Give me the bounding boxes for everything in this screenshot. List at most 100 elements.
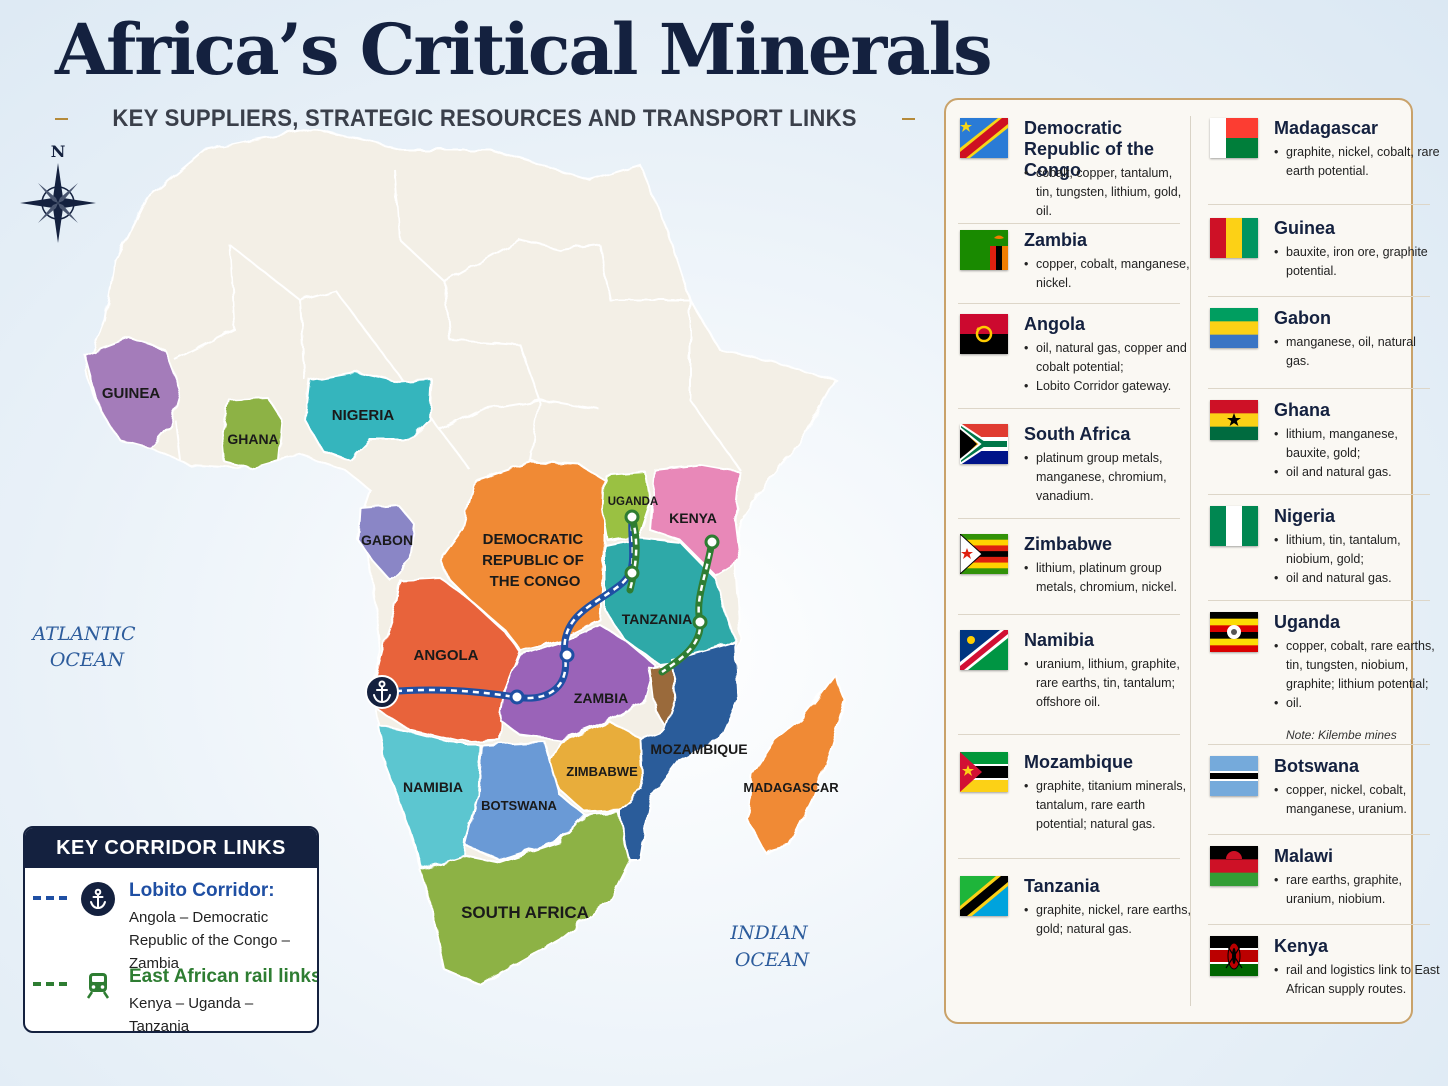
page-subtitle: KEY SUPPLIERS, STRATEGIC RESOURCES AND T… bbox=[112, 105, 858, 132]
label-angola: ANGOLA bbox=[414, 647, 479, 664]
label-drc: DEMOCRATIC REPUBLIC OF THE CONGO bbox=[482, 531, 588, 590]
flag-gabon-icon bbox=[1210, 308, 1258, 348]
legend-mineral-item: graphite, nickel, cobalt, rare earth pot… bbox=[1274, 143, 1442, 181]
anchor-icon bbox=[81, 882, 115, 916]
flag-madagascar-icon bbox=[1210, 118, 1258, 158]
flag-zambia-icon bbox=[960, 230, 1008, 270]
legend-mineral-list: rare earths, graphite, uranium, niobium. bbox=[1274, 871, 1442, 909]
africa-map: N ATLANTIC OCEAN INDIAN OCEAN GUINEA GHA… bbox=[20, 126, 847, 987]
node-zambia[interactable] bbox=[559, 647, 575, 663]
label-south-africa: SOUTH AFRICA bbox=[461, 903, 589, 922]
train-icon bbox=[81, 968, 115, 1002]
flag-namibia-icon bbox=[960, 630, 1008, 670]
legend-mineral-item: lithium, tin, tantalum, niobium, gold; bbox=[1274, 531, 1442, 569]
country-guinea[interactable] bbox=[83, 336, 182, 450]
legend-mineral-item: oil and natural gas. bbox=[1274, 569, 1442, 588]
flag-botswana-icon bbox=[1210, 756, 1258, 796]
node-kenya[interactable] bbox=[704, 534, 720, 550]
key-item-lobito[interactable]: Lobito Corridor: Angola – Democratic Rep… bbox=[25, 880, 317, 972]
legend-mineral-item: rare earths, graphite, uranium, niobium. bbox=[1274, 871, 1442, 909]
country-zambia[interactable] bbox=[498, 623, 657, 742]
legend-separator bbox=[1208, 388, 1430, 389]
legend-mineral-item: graphite, nickel, rare earths, gold; nat… bbox=[1024, 901, 1192, 939]
legend-separator bbox=[958, 858, 1180, 859]
legend-separator bbox=[1208, 744, 1430, 745]
node-angola[interactable] bbox=[509, 689, 525, 705]
legend-country-name: Zambia bbox=[1024, 230, 1088, 250]
country-drc[interactable] bbox=[438, 460, 606, 652]
label-nigeria: NIGERIA bbox=[332, 407, 395, 424]
legend-country-name: Ghana bbox=[1274, 400, 1331, 420]
legend-country-name: Botswana bbox=[1274, 756, 1360, 776]
legend-mineral-list: copper, cobalt, rare earths, tin, tungst… bbox=[1274, 637, 1442, 713]
country-nigeria[interactable] bbox=[303, 370, 434, 462]
key-desc-lobito: Angola – Democratic Republic of the Cong… bbox=[129, 909, 290, 972]
legend-separator bbox=[1208, 924, 1430, 925]
legend-mineral-list: oil, natural gas, copper and cobalt pote… bbox=[1024, 339, 1192, 396]
legend-country-name: Nigeria bbox=[1274, 506, 1336, 526]
legend-country-name: Namibia bbox=[1024, 630, 1095, 650]
lobito-port-anchor-icon[interactable] bbox=[365, 675, 399, 709]
legend-separator bbox=[1208, 494, 1430, 495]
legend-mineral-list: lithium, tin, tantalum, niobium, gold;oi… bbox=[1274, 531, 1442, 588]
country-botswana[interactable] bbox=[463, 740, 587, 862]
subtitle-row: KEY SUPPLIERS, STRATEGIC RESOURCES AND T… bbox=[55, 102, 915, 136]
legend-mineral-item: manganese, oil, natural gas. bbox=[1274, 333, 1442, 371]
legend-separator bbox=[958, 614, 1180, 615]
label-zambia: ZAMBIA bbox=[574, 690, 628, 706]
country-gabon[interactable] bbox=[356, 503, 417, 582]
legend-separator bbox=[1208, 296, 1430, 297]
node-tanzania[interactable] bbox=[692, 614, 708, 630]
country-ghana[interactable] bbox=[220, 396, 284, 470]
legend-mineral-item: cobalt, copper, tantalum, tin, tungsten,… bbox=[1024, 164, 1192, 221]
atlantic-ocean-label: ATLANTIC OCEAN bbox=[30, 623, 141, 671]
legend-country-name: South Africa bbox=[1024, 424, 1131, 444]
legend-mineral-item: copper, cobalt, manganese, nickel. bbox=[1024, 255, 1192, 293]
country-madagascar[interactable] bbox=[746, 672, 847, 854]
legend-country-name: Uganda bbox=[1274, 612, 1341, 632]
country-mozambique[interactable] bbox=[619, 640, 740, 861]
label-namibia: NAMIBIA bbox=[403, 779, 463, 795]
legend-mineral-list: lithium, platinum group metals, chromium… bbox=[1024, 559, 1192, 597]
flag-tanzania-icon bbox=[960, 876, 1008, 916]
legend-mineral-list: graphite, titanium minerals, tantalum, r… bbox=[1024, 777, 1192, 834]
legend-mineral-item: rail and logistics link to East African … bbox=[1274, 961, 1442, 999]
legend-note: Note: Kilembe mines bbox=[1286, 728, 1397, 742]
flag-angola-icon bbox=[960, 314, 1008, 354]
legend-country-name: Angola bbox=[1024, 314, 1085, 334]
legend-mineral-list: cobalt, copper, tantalum, tin, tungsten,… bbox=[1024, 164, 1192, 221]
legend-mineral-list: lithium, manganese, bauxite, gold;oil an… bbox=[1274, 425, 1442, 482]
flag-nigeria-icon bbox=[1210, 506, 1258, 546]
lobito-dash-swatch bbox=[33, 896, 67, 900]
flag-uganda-icon bbox=[1210, 612, 1258, 652]
legend-separator bbox=[958, 734, 1180, 735]
flag-south-africa-icon bbox=[960, 424, 1008, 464]
country-south-africa[interactable] bbox=[418, 810, 632, 987]
key-desc-east-african-rail: Kenya – Uganda – Tanzania bbox=[129, 995, 254, 1033]
legend-separator bbox=[958, 223, 1180, 224]
label-ghana: GHANA bbox=[227, 431, 278, 447]
legend-country-name: Mozambique bbox=[1024, 752, 1134, 772]
legend-country-name: Malawi bbox=[1274, 846, 1334, 866]
legend-mineral-item: Lobito Corridor gateway. bbox=[1024, 377, 1192, 396]
page-title: Africa’s Critical Minerals bbox=[55, 8, 993, 91]
legend-country-name: Madagascar bbox=[1274, 118, 1379, 138]
legend-mineral-list: platinum group metals, manganese, chromi… bbox=[1024, 449, 1192, 506]
legend-mineral-item: bauxite, iron ore, graphite potential. bbox=[1274, 243, 1442, 281]
legend-mineral-item: copper, cobalt, rare earths, tin, tungst… bbox=[1274, 637, 1442, 694]
legend-separator bbox=[1208, 600, 1430, 601]
country-angola[interactable] bbox=[370, 576, 522, 744]
legend-mineral-list: copper, nickel, cobalt, manganese, urani… bbox=[1274, 781, 1442, 819]
indian-ocean-label: INDIAN OCEAN bbox=[729, 922, 813, 971]
node-uganda[interactable] bbox=[624, 509, 640, 525]
label-botswana: BOTSWANA bbox=[481, 798, 557, 813]
country-namibia[interactable] bbox=[376, 723, 482, 891]
country-uganda[interactable] bbox=[601, 470, 652, 542]
legend-mineral-list: rail and logistics link to East African … bbox=[1274, 961, 1442, 999]
node-tanzania-west[interactable] bbox=[624, 565, 640, 581]
legend-mineral-item: oil. bbox=[1274, 694, 1442, 713]
key-item-east-african-rail[interactable]: East African rail links: Kenya – Uganda … bbox=[25, 966, 319, 1033]
country-kenya[interactable] bbox=[648, 463, 742, 577]
legend-separator bbox=[958, 518, 1180, 519]
key-name-east-african-rail: East African rail links: bbox=[129, 966, 319, 987]
